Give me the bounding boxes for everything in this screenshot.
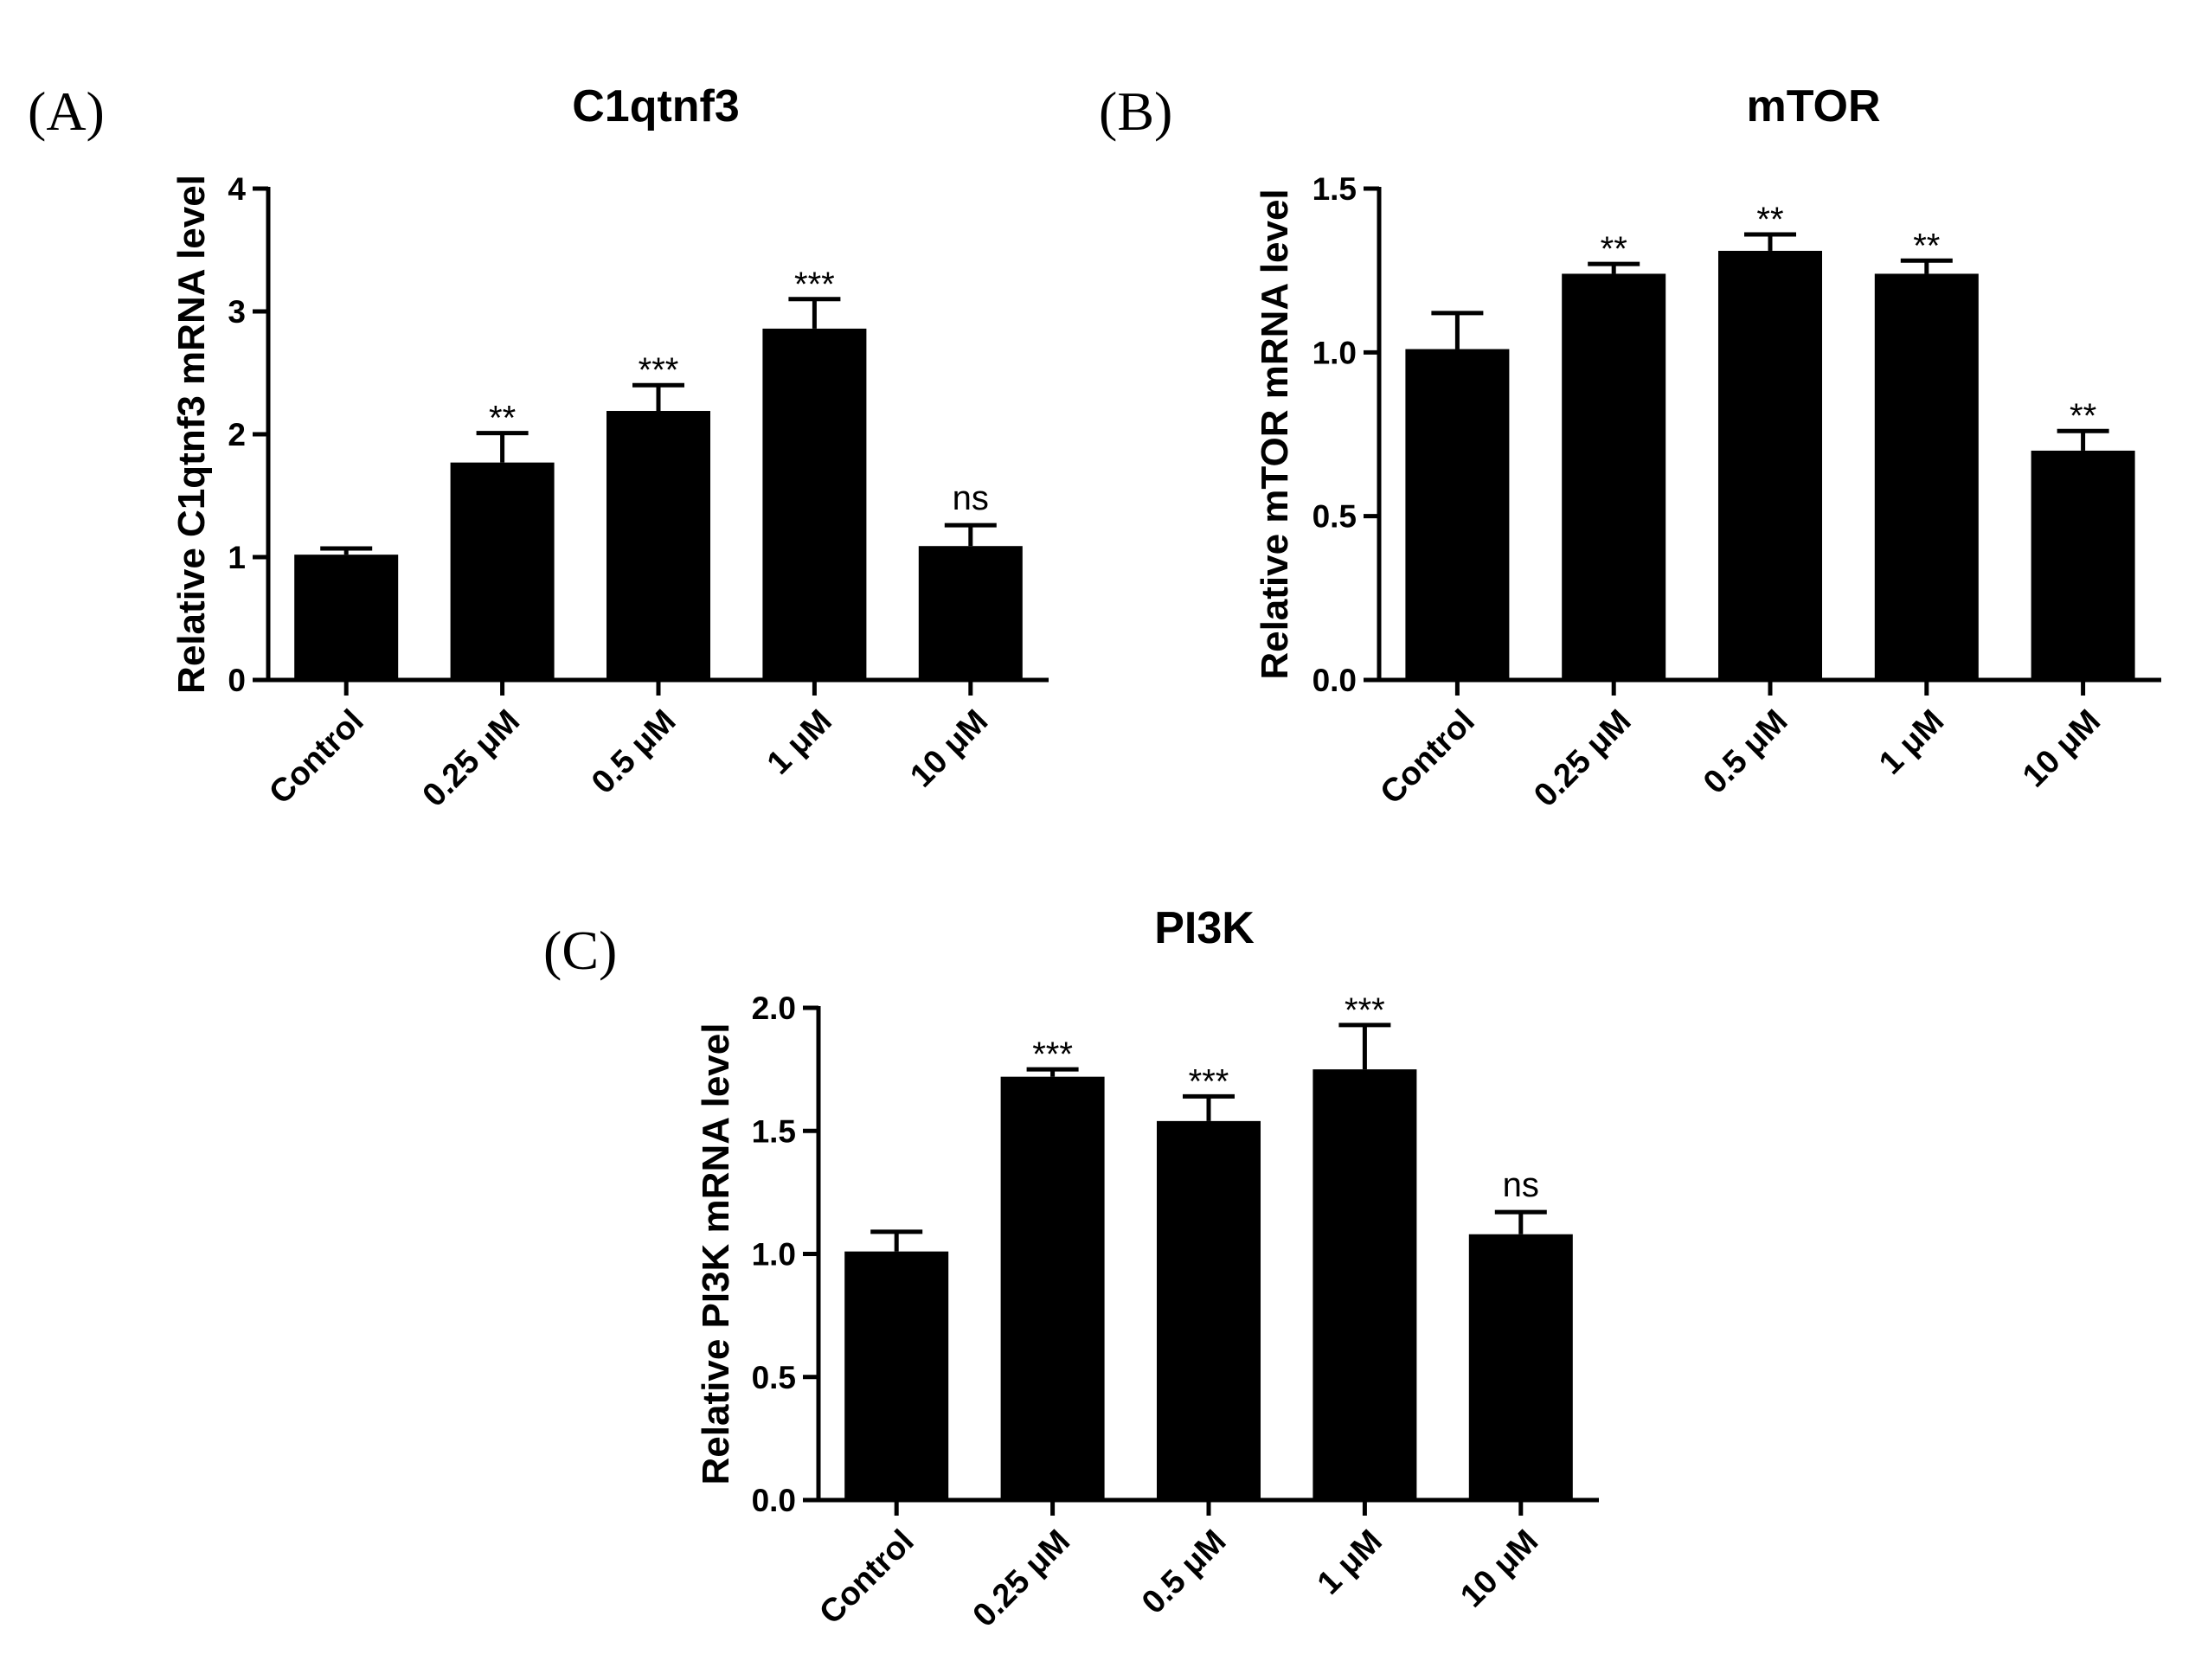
y-tick-label: 1.5 (752, 1113, 796, 1149)
y-tick-label: 3 (228, 294, 246, 330)
x-tick-label: 0.25 μM (966, 1523, 1077, 1634)
chart-panel-b: (B) mTOR Relative mTOR mRNA level 0.0 0.5 1.0… (1099, 80, 2161, 814)
x-tick-label: 1 μM (1311, 1523, 1390, 1602)
x-tick-label: 1 μM (761, 703, 839, 782)
bar (1468, 1234, 1573, 1500)
significance-label: *** (1345, 991, 1385, 1029)
x-tick-label: 0.5 μM (585, 703, 683, 801)
bar (1718, 250, 1822, 680)
significance-label: *** (1032, 1036, 1073, 1074)
bar (762, 328, 867, 680)
significance-label: *** (794, 266, 835, 304)
y-tick-label: 0 (228, 663, 246, 698)
y-tick-label: 1.0 (1313, 335, 1357, 370)
x-tick-label: 0.5 μM (1697, 703, 1794, 801)
significance-label: *** (639, 351, 679, 389)
x-tick-label: 0.25 μM (416, 703, 527, 814)
x-tick-label: 10 μM (1454, 1523, 1545, 1615)
significance-label: ** (1601, 230, 1627, 268)
significance-label: *** (1189, 1062, 1229, 1100)
chart-title: mTOR (1746, 81, 1880, 131)
x-tick-label: Control (812, 1523, 921, 1632)
y-axis-label: Relative PI3K mRNA level (695, 1023, 737, 1485)
panel-letter: (B) (1099, 80, 1172, 142)
panel-letter: (C) (543, 920, 617, 981)
bar (1157, 1120, 1261, 1500)
panel-letter: (A) (28, 80, 105, 142)
bar (918, 546, 1023, 680)
y-tick-label: 2.0 (752, 991, 796, 1026)
x-tick-label: Control (1374, 703, 1482, 811)
x-tick-label: 10 μM (2016, 703, 2108, 795)
bar (607, 411, 710, 680)
y-tick-label: 4 (228, 171, 246, 207)
y-tick-label: 2 (228, 417, 246, 452)
x-tick-label: 1 μM (1872, 703, 1951, 782)
x-tick-label: 0.25 μM (1527, 703, 1638, 814)
y-axis-label: Relative C1qtnf3 mRNA level (170, 175, 213, 694)
y-tick-label: 0.5 (752, 1360, 796, 1395)
significance-label: ** (2070, 397, 2096, 435)
bar (294, 555, 399, 680)
bar (1405, 349, 1510, 680)
chart-panel-a: (A) C1qtnf3 Relative C1qtnf3 mRNA level 0 1 2… (28, 80, 1049, 814)
significance-label: ** (489, 400, 516, 438)
chart-title: C1qtnf3 (572, 81, 740, 131)
y-tick-label: 1.5 (1313, 171, 1357, 207)
chart-title: PI3K (1154, 903, 1255, 953)
significance-label: ns (953, 479, 989, 517)
y-tick-label: 0.0 (1313, 663, 1357, 698)
x-tick-label: 0.5 μM (1135, 1523, 1233, 1621)
y-tick-label: 0.0 (752, 1483, 796, 1518)
bar (1562, 273, 1666, 680)
bar (844, 1251, 949, 1500)
x-tick-label: 10 μM (903, 703, 995, 795)
chart-panel-c: (C) PI3K Relative PI3K mRNA level 0.0 0.5 1.0… (543, 903, 1599, 1634)
y-axis-label: Relative mTOR mRNA level (1254, 189, 1296, 679)
bar (1000, 1076, 1105, 1500)
y-tick-label: 0.5 (1313, 499, 1357, 535)
bar (1313, 1069, 1417, 1500)
bar (450, 462, 555, 680)
significance-label: ** (1913, 227, 1940, 265)
y-tick-label: 1.0 (752, 1237, 796, 1273)
bar (2031, 450, 2135, 680)
x-tick-label: Control (262, 703, 370, 811)
bar (1874, 273, 1979, 680)
significance-label: ns (1503, 1166, 1539, 1204)
significance-label: ** (1756, 201, 1783, 239)
y-tick-label: 1 (228, 540, 246, 575)
